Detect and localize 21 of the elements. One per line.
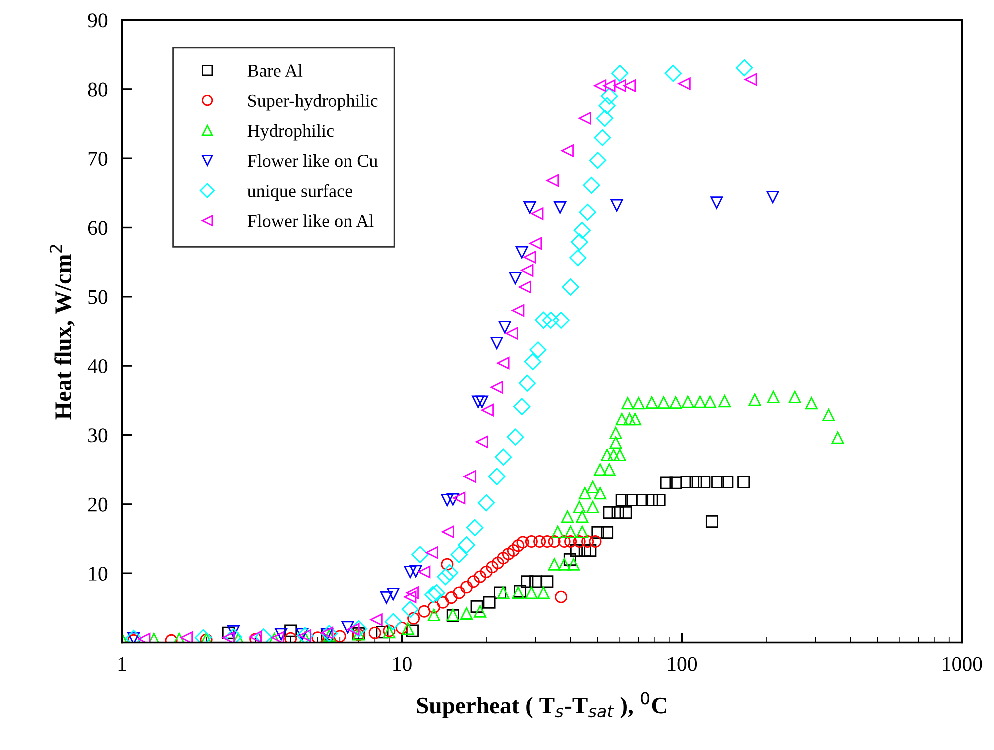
- y-tick-label: 80: [88, 82, 108, 97]
- legend-label: Bare Al: [248, 64, 303, 78]
- legend-label: Flower like on Cu: [248, 154, 378, 168]
- x-axis-title: Superheat ( T$_{s}$-T$_{sat}$ ), $^{0}$C: [417, 692, 666, 719]
- y-tick-label: 10: [89, 566, 108, 582]
- legend-label: unique surface: [248, 184, 352, 201]
- y-tick-label: 70: [88, 152, 108, 166]
- legend-label: Hydrophilic: [248, 124, 334, 141]
- legend-label: Super-hydrophilic: [248, 94, 378, 111]
- y-tick-label: 90: [88, 14, 108, 28]
- y-tick-label: 60: [88, 221, 108, 236]
- y-tick-label: 30: [88, 428, 108, 443]
- y-tick-label: 40: [88, 359, 108, 374]
- x-tick-label: 1000: [943, 657, 982, 672]
- legend-label: Flower like on Al: [248, 214, 374, 228]
- y-tick-label: 50: [88, 290, 108, 304]
- x-tick-label: 1: [118, 657, 126, 672]
- x-tick-label: 100: [668, 657, 698, 672]
- y-axis-title: Heat flux, W/cm$^{2}$: [50, 245, 75, 420]
- x-tick-label: 10: [394, 657, 412, 672]
- y-tick-label: 20: [88, 498, 108, 512]
